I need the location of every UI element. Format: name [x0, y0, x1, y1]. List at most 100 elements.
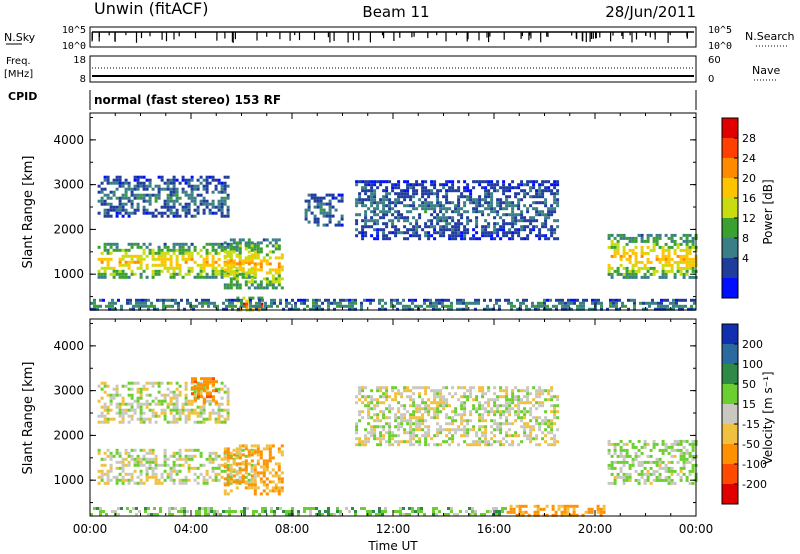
data-cell [484, 410, 488, 414]
data-cell [691, 242, 695, 246]
data-cell [435, 507, 438, 510]
data-cell [360, 304, 363, 308]
data-cell [250, 256, 254, 260]
data-cell [459, 307, 462, 311]
data-cell [493, 189, 497, 193]
data-cell [376, 398, 380, 402]
data-cell [112, 248, 116, 252]
data-cell [388, 428, 392, 432]
data-cell [517, 228, 521, 232]
data-cell [613, 248, 617, 252]
data-cell [265, 280, 269, 284]
data-cell [274, 474, 278, 478]
data-cell [388, 425, 392, 429]
data-cell [613, 460, 617, 464]
data-cell [172, 245, 176, 249]
data-cell [489, 307, 492, 311]
data-cell [106, 454, 110, 458]
data-cell [547, 389, 551, 393]
data-cell [433, 434, 437, 438]
data-cell [238, 247, 242, 251]
data-cell [184, 396, 188, 400]
data-cell [157, 399, 161, 403]
data-cell [526, 395, 530, 399]
data-cell [652, 442, 656, 446]
data-cell [369, 298, 372, 302]
data-cell [463, 234, 467, 238]
data-cell [160, 399, 164, 403]
data-cell [157, 384, 161, 388]
data-cell [682, 266, 686, 270]
data-cell [537, 307, 540, 311]
data-cell [675, 298, 678, 302]
colorbar-swatch [722, 178, 738, 199]
data-cell [496, 201, 500, 205]
data-cell [259, 480, 263, 484]
data-cell [397, 183, 401, 187]
data-cell [439, 425, 443, 429]
data-cell [487, 398, 491, 402]
data-cell [400, 213, 404, 217]
data-cell [232, 238, 236, 242]
data-cell [631, 236, 635, 240]
data-cell [442, 204, 446, 208]
data-cell [418, 395, 422, 399]
data-cell [154, 457, 158, 461]
data-cell [633, 304, 636, 308]
data-cell [685, 457, 689, 461]
data-cell [517, 201, 521, 205]
data-cell [528, 307, 531, 311]
data-cell [205, 457, 209, 461]
data-cell [160, 211, 164, 215]
data-cell [121, 466, 125, 470]
data-cell [124, 411, 128, 415]
data-cell [106, 257, 110, 261]
data-cell [541, 222, 545, 226]
data-cell [235, 478, 239, 482]
data-cell [615, 298, 618, 302]
data-cell [192, 304, 195, 308]
data-cell [372, 298, 375, 302]
data-cell [175, 248, 179, 252]
data-cell [445, 440, 449, 444]
data-cell [493, 401, 497, 405]
data-cell [499, 431, 503, 435]
data-cell [550, 443, 554, 447]
data-cell [472, 186, 476, 190]
data-cell [382, 216, 386, 220]
data-cell [409, 434, 413, 438]
data-cell [220, 381, 224, 385]
data-cell [550, 428, 554, 432]
data-cell [661, 266, 665, 270]
data-cell [199, 193, 203, 197]
data-cell [463, 419, 467, 423]
colorbar-frame [721, 323, 739, 505]
data-cell [478, 419, 482, 423]
data-cell [238, 480, 242, 484]
data-cell [463, 410, 467, 414]
colorbar-swatch [722, 364, 738, 385]
data-cell [397, 210, 401, 214]
data-cell [556, 416, 560, 420]
data-cell [435, 307, 438, 311]
data-cell [202, 184, 206, 188]
data-cell [619, 272, 623, 276]
data-cell [103, 457, 107, 461]
data-cell [442, 231, 446, 235]
data-cell [277, 492, 281, 496]
data-cell [421, 386, 425, 390]
data-cell [382, 189, 386, 193]
data-cell [544, 222, 548, 226]
data-cell [375, 513, 378, 516]
data-cell [217, 178, 221, 182]
data-cell [451, 210, 455, 214]
data-cell [499, 228, 503, 232]
data-cell [373, 213, 377, 217]
data-cell [652, 242, 656, 246]
data-cell [484, 198, 488, 202]
data-cell [631, 248, 635, 252]
data-cell [200, 386, 203, 390]
colorbar-tick-label: -100 [742, 458, 767, 471]
data-cell [226, 211, 230, 215]
data-cell [483, 307, 486, 311]
